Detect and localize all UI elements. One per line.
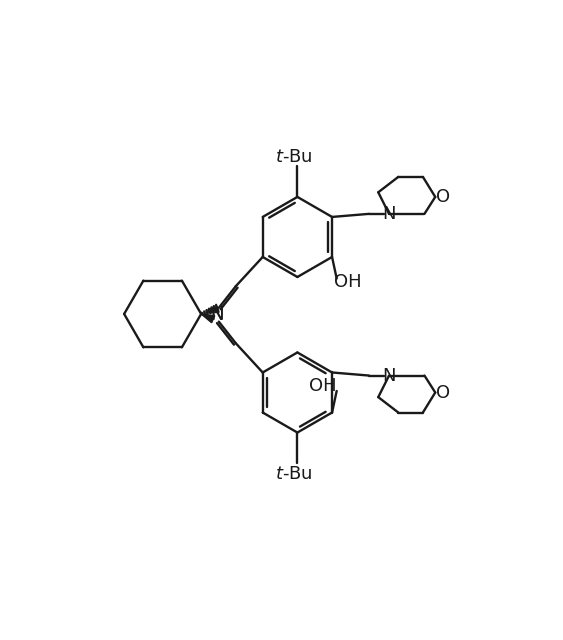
Text: O: O [436, 188, 450, 206]
Text: N: N [211, 305, 224, 323]
Text: $t$-Bu: $t$-Bu [275, 148, 313, 166]
Text: OH: OH [334, 273, 361, 291]
Text: N: N [382, 205, 396, 223]
Text: $t$-Bu: $t$-Bu [275, 465, 313, 483]
Text: N: N [382, 367, 396, 385]
Text: O: O [436, 383, 450, 401]
Text: N: N [211, 307, 224, 324]
Polygon shape [201, 314, 215, 323]
Text: OH: OH [309, 378, 337, 396]
